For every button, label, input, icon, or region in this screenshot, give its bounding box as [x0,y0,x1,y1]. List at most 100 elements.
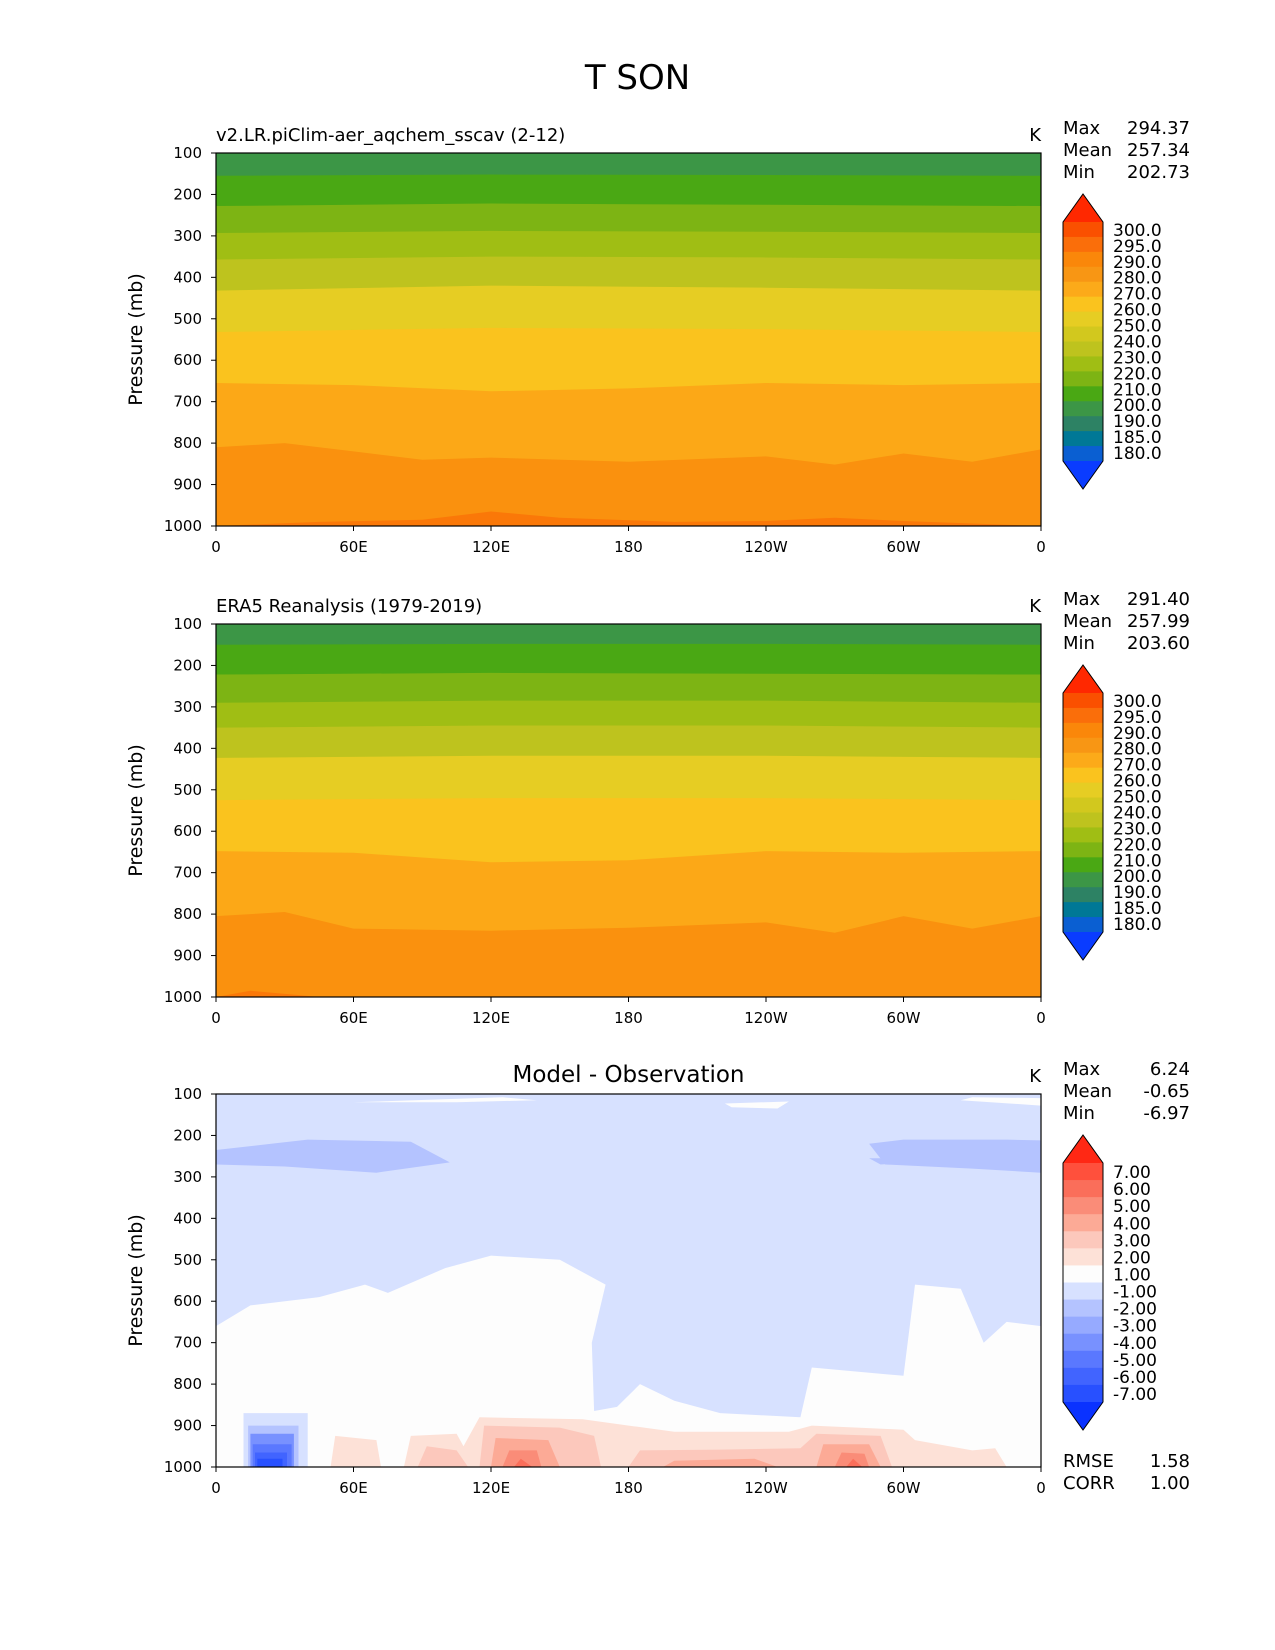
colorbar-segment [1063,872,1103,888]
colorbar-tick-label: 250.0 [1113,317,1162,337]
x-tick-label: 0 [211,1479,221,1497]
colorbar-tick-label: 240.0 [1113,332,1162,352]
stat-label-mean: Mean [1063,1081,1112,1102]
stat-label-max: Max [1063,118,1101,139]
panel-observation: 100 200 300 400 500 600 700 800 900 1000 0 60E 120E 1… [125,589,1190,1027]
colorbar-tick-label: -2.00 [1113,1300,1157,1320]
stat-label-max: Max [1063,589,1101,610]
colorbar-segment [1063,1231,1103,1249]
y-tick-label: 1000 [164,1458,202,1476]
stat-label-mean: Mean [1063,140,1112,161]
colorbar-segment [1063,341,1103,357]
colorbar-extend-max [1063,194,1103,222]
colorbar-outline [1062,664,1104,961]
colorbar-tick-label: 180.0 [1113,444,1162,464]
colorbar-tick-label: 280.0 [1113,269,1162,289]
y-axis-label: Pressure (mb) [125,273,147,406]
colorbar-segment [1063,266,1103,283]
x-tick-label: 120W [744,1009,788,1027]
y-tick-label: 600 [173,351,202,369]
colorbar-segment [1063,767,1103,784]
region-4-shade-neg2 [216,1139,450,1173]
colorbar-segment [1063,236,1103,253]
colorbar-tick-label: 3.00 [1113,1231,1151,1251]
stat-label-mean: Mean [1063,611,1112,632]
colorbar-tick-label: -6.00 [1113,1368,1157,1388]
colorbar-tick-label: 240.0 [1113,803,1162,823]
colorbar-tick-label: 295.0 [1113,237,1162,257]
colorbar-segment [1063,1350,1103,1369]
x-tick-label: 60W [887,1479,921,1497]
stat-label-rmse: RMSE [1063,1451,1114,1472]
colorbar: 300.0295.0290.0280.0270.0260.0250.0240.0… [1062,193,1162,490]
colorbar-tick-label: 190.0 [1113,412,1162,432]
colorbar-tick-label: 220.0 [1113,364,1162,384]
region-13-shade-1 [330,1435,381,1467]
y-tick-label: 900 [173,947,202,965]
colorbar-tick-label: 300.0 [1113,692,1162,712]
x-tick-label: 0 [1036,1479,1046,1497]
colorbar-tick-label: 5.00 [1113,1197,1151,1217]
stat-label-min: Min [1063,1103,1095,1124]
colorbar-segment [1063,1163,1103,1181]
y-tick-label: 200 [173,656,202,674]
panel-title: ERA5 Reanalysis (1979-2019) [216,596,482,617]
panel-model: 100 200 300 400 500 600 700 800 900 1000 0 60E 120E 1… [125,118,1190,556]
stat-value-min: 203.60 [1127,633,1190,654]
y-tick-label: 500 [173,310,202,328]
stat-value-max: 6.24 [1150,1059,1190,1080]
colorbar-segment [1063,827,1103,843]
y-tick-label: 900 [173,1417,202,1435]
colorbar-segment [1063,693,1103,709]
colorbar-segment [1063,887,1103,903]
colorbar-tick-label: 295.0 [1113,708,1162,728]
x-tick-label: 120W [744,538,788,556]
colorbar-segment [1063,371,1103,387]
panel-title: v2.LR.piClim-aer_aqchem_sscav (2-12) [216,125,565,146]
colorbar-segment [1063,722,1103,739]
colorbar-tick-label: 250.0 [1113,788,1162,808]
y-tick-label: 800 [173,905,202,923]
colorbar-segment [1063,326,1103,342]
colorbar-segment [1063,857,1103,873]
units-label: K [1029,125,1042,146]
y-tick-label: 200 [173,1126,202,1144]
y-tick-label: 300 [173,1168,202,1186]
colorbar-tick-label: 1.00 [1113,1266,1151,1286]
colorbar-outline [1062,193,1104,490]
colorbar-extend-max [1063,665,1103,693]
x-tick-label: 120W [744,1479,788,1497]
contour-area [216,1094,1041,1467]
colorbar-tick-label: 4.00 [1113,1214,1151,1234]
colorbar-segment [1063,281,1103,298]
colorbar-tick-label: 230.0 [1113,819,1162,839]
colorbar-segment [1063,752,1103,769]
region-3-shade-0 [960,1097,1041,1106]
colorbar-tick-label: 6.00 [1113,1180,1151,1200]
y-tick-label: 500 [173,1251,202,1269]
colorbar-tick-label: 200.0 [1113,396,1162,416]
colorbar-segment [1063,251,1103,268]
colorbar: 7.006.005.004.003.002.001.00-1.00-2.00-3… [1062,1134,1157,1431]
panel-difference: 100 200 300 400 500 600 700 800 900 1000 0 60E 120E 1… [125,1059,1190,1497]
colorbar-outline [1062,1134,1104,1431]
region-6-shade-neg2 [869,1139,1041,1173]
colorbar-tick-label: 185.0 [1113,428,1162,448]
colorbar-segment [1063,416,1103,432]
region-21-shade-4 [502,1450,542,1467]
y-tick-label: 200 [173,185,202,203]
y-tick-label: 700 [173,393,202,411]
stat-value-mean: 257.99 [1127,611,1190,632]
units-label: K [1029,1066,1042,1087]
region-23-shade-5 [513,1458,533,1467]
colorbar-extend-min [1063,932,1103,960]
y-tick-label: 400 [173,268,202,286]
x-tick-label: 120E [472,538,510,556]
colorbar-extend-max [1063,1135,1103,1163]
colorbar-segment [1063,296,1103,313]
x-tick-label: 120E [472,1479,510,1497]
y-tick-label: 700 [173,864,202,882]
y-tick-label: 800 [173,1375,202,1393]
y-tick-label: 400 [173,1209,202,1227]
region-0-shade-neg1 [216,1094,1041,1418]
